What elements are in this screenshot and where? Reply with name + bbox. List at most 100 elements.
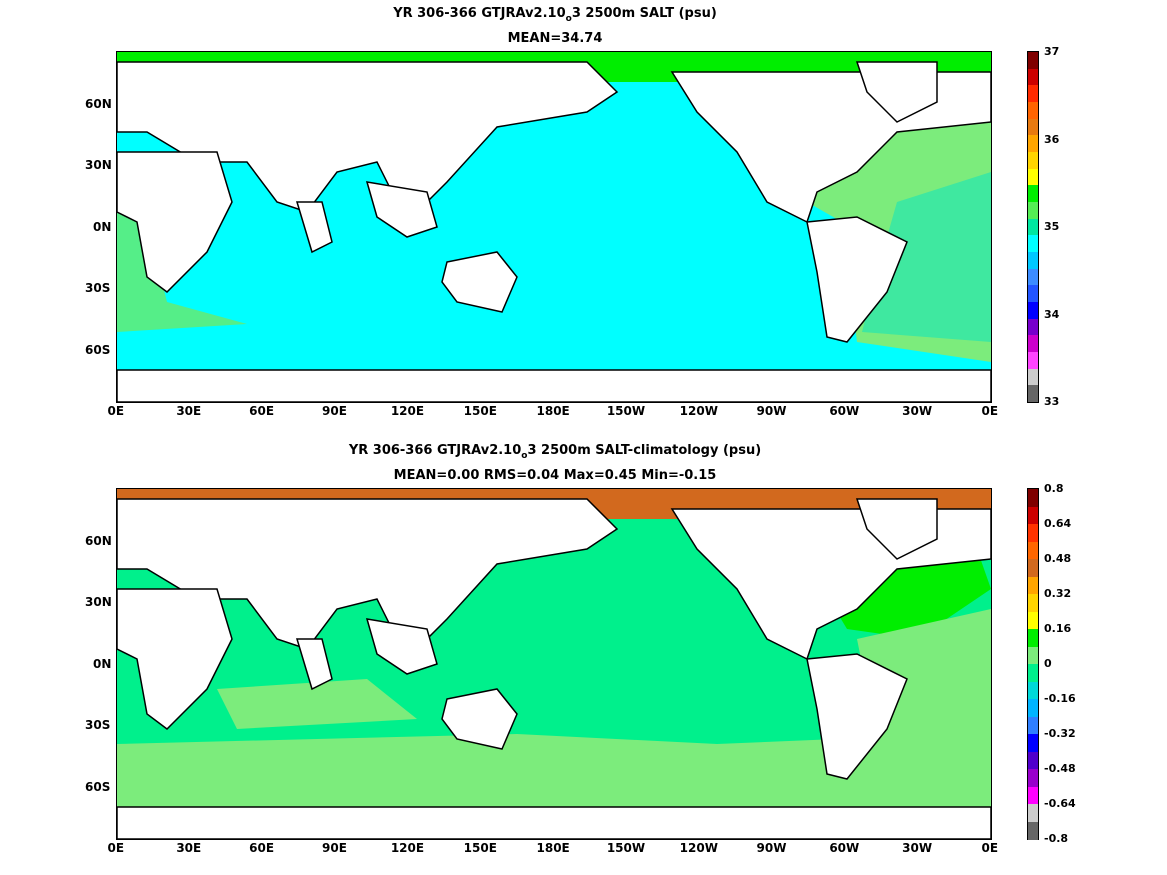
chart1-colorbar-segment <box>1028 118 1038 136</box>
chart1-colorbar-segment <box>1028 235 1038 253</box>
chart1-subtitle: MEAN=34.74 <box>507 31 603 46</box>
chart2-cbar-label: -0.8 <box>1044 832 1069 845</box>
chart1-colorbar-segment <box>1028 185 1038 203</box>
chart2-colorbar-segment <box>1028 524 1038 542</box>
chart2-colorbar-segment <box>1028 559 1038 577</box>
chart1-xtick: 150E <box>463 404 497 418</box>
australia <box>441 688 518 750</box>
chart1-cbar-label: 34 <box>1044 308 1060 321</box>
chart2-colorbar-segment <box>1028 506 1038 525</box>
chart2-xtick: 150W <box>606 841 646 855</box>
chart1-colorbar-segment <box>1028 152 1038 170</box>
chart2-cbar-label: 0.64 <box>1044 517 1072 530</box>
chart1-colorbar-segment <box>1028 385 1038 403</box>
chart1-xtick: 0E <box>107 404 125 418</box>
chart2-cbar-label: 0 <box>1044 657 1052 670</box>
chart2-ytick-60s: 60S <box>85 780 111 794</box>
antarctica <box>117 806 991 839</box>
chart2-colorbar-segment <box>1028 769 1038 787</box>
chart1-colorbar-segment <box>1028 268 1038 286</box>
chart1-ytick-0n: 0N <box>93 220 112 234</box>
chart2-colorbar-segment <box>1028 751 1038 770</box>
chart2-colorbar-segment <box>1028 699 1038 717</box>
chart1-cbar-label: 36 <box>1044 133 1060 146</box>
chart1-colorbar-segment <box>1028 302 1038 320</box>
chart1-ytick-30s: 30S <box>85 281 111 295</box>
chart2-colorbar-segment <box>1028 489 1038 507</box>
chart2-colorbar-segment <box>1028 786 1038 805</box>
chart2-xtick: 150E <box>463 841 497 855</box>
south-america <box>806 216 908 343</box>
chart1-xtick: 60E <box>249 404 275 418</box>
chart1-ytick-60s: 60S <box>85 343 111 357</box>
africa <box>117 588 233 730</box>
chart1-colorbar-segment <box>1028 102 1038 120</box>
chart2-xtick: 0E <box>981 841 999 855</box>
chart2-ytick-60n: 60N <box>85 534 112 548</box>
se-asia <box>365 181 438 238</box>
indian-south-band <box>217 679 417 729</box>
chart2-ytick-30n: 30N <box>85 595 112 609</box>
chart2-xtick: 60W <box>829 841 860 855</box>
chart2-xtick: 120W <box>679 841 718 855</box>
land-masses <box>117 61 991 402</box>
chart2-colorbar-segment <box>1028 734 1038 752</box>
chart2-colorbar-segment <box>1028 541 1038 560</box>
chart2-xtick: 180E <box>536 841 570 855</box>
chart1-colorbar-segment <box>1028 352 1038 370</box>
chart1-cbar-label: 37 <box>1044 45 1060 58</box>
chart1-xtick: 30W <box>902 404 933 418</box>
chart1-colorbar-segment <box>1028 368 1038 386</box>
chart2-colorbar-segment <box>1028 646 1038 665</box>
chart1-colorbar <box>1027 51 1039 403</box>
chart2-colorbar <box>1027 488 1039 840</box>
chart1-xtick: 120E <box>390 404 425 418</box>
chart1-colorbar-segment <box>1028 68 1038 86</box>
chart1-xtick: 30E <box>176 404 202 418</box>
chart1-map-svg <box>117 52 991 402</box>
chart2-xtick: 30E <box>176 841 202 855</box>
chart2-cbar-label: -0.32 <box>1044 727 1076 740</box>
chart2-xtick: 120E <box>390 841 425 855</box>
chart2-colorbar-segment <box>1028 681 1038 700</box>
chart1-colorbar-segment <box>1028 85 1038 103</box>
chart2-colorbar-segment <box>1028 664 1038 682</box>
chart1-colorbar-segment <box>1028 252 1038 270</box>
chart2-cbar-label: 0.32 <box>1044 587 1072 600</box>
chart2-title: YR 306-366 GTJRAv2.10o3 2500m SALT-clima… <box>348 443 762 461</box>
se-asia <box>365 618 438 675</box>
southern-ocean-band <box>117 734 991 809</box>
chart2-cbar-label: -0.48 <box>1044 762 1076 775</box>
chart2-colorbar-segment <box>1028 716 1038 735</box>
chart2-xtick: 0E <box>107 841 125 855</box>
greenland <box>855 61 938 123</box>
chart1-colorbar-segment <box>1028 335 1038 353</box>
antarctica <box>117 369 991 402</box>
chart1-colorbar-segment <box>1028 52 1038 70</box>
chart1-xtick: 90W <box>756 404 787 418</box>
chart2-xtick: 30W <box>902 841 933 855</box>
chart1-colorbar-segment <box>1028 135 1038 153</box>
chart1-xtick: 60W <box>829 404 860 418</box>
chart1-colorbar-segment <box>1028 202 1038 220</box>
chart2-map <box>116 488 992 840</box>
land-masses <box>117 498 991 839</box>
chart1-xtick: 180E <box>536 404 570 418</box>
chart2-xtick: 90W <box>756 841 787 855</box>
chart2-colorbar-segment <box>1028 629 1038 647</box>
chart2-subtitle: MEAN=0.00 RMS=0.04 Max=0.45 Min=-0.15 <box>393 468 717 483</box>
chart1-xtick: 120W <box>679 404 718 418</box>
india-sea <box>295 638 333 691</box>
chart1-colorbar-segment <box>1028 168 1038 186</box>
chart2-xtick: 60E <box>249 841 275 855</box>
chart2-map-svg <box>117 489 991 839</box>
chart1-xtick: 150W <box>606 404 646 418</box>
chart2-cbar-label: -0.64 <box>1044 797 1076 810</box>
chart1-colorbar-segment <box>1028 318 1038 336</box>
chart1-ytick-60n: 60N <box>85 97 112 111</box>
chart2-ytick-30s: 30S <box>85 718 111 732</box>
chart1-xtick: 90E <box>322 404 347 418</box>
chart1-title: YR 306-366 GTJRAv2.10o3 2500m SALT (psu) <box>393 6 717 24</box>
chart1-cbar-label: 33 <box>1044 395 1060 408</box>
chart2-cbar-label: 0.8 <box>1044 482 1064 495</box>
